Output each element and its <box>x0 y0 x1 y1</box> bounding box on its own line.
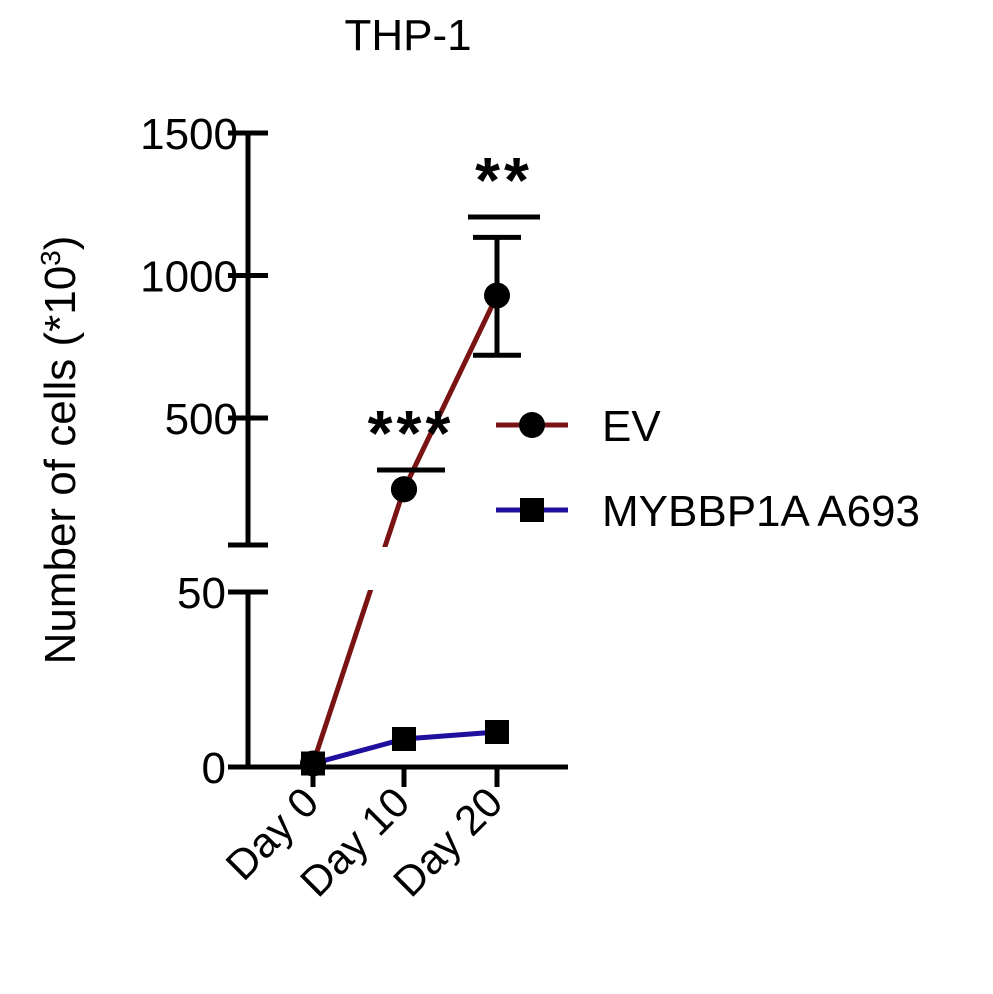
legend-marker <box>519 412 545 438</box>
y-tick-label: 0 <box>202 744 226 793</box>
legend-label: MYBBP1A A693 <box>602 487 920 536</box>
legend-entry: EV <box>496 402 661 451</box>
significance-label: *** <box>368 397 455 469</box>
series-line <box>310 294 500 765</box>
series-group <box>300 234 521 777</box>
annotation-layer: ***** <box>368 144 540 473</box>
data-point <box>300 750 326 777</box>
legend: EV MYBBP1A A693 <box>496 402 920 536</box>
legend-entry: MYBBP1A A693 <box>496 487 920 536</box>
legend-label: EV <box>602 402 661 451</box>
y-axis-label-superscript: 3 <box>35 250 66 266</box>
significance-label: ** <box>475 144 533 216</box>
y-tick-label: 1000 <box>140 253 238 302</box>
series-layer <box>300 234 521 777</box>
y-tick-label: 50 <box>177 569 226 618</box>
data-point <box>392 727 416 751</box>
axis-break-gap <box>308 547 508 590</box>
y-axis-label-close: ) <box>36 236 85 251</box>
data-point <box>485 720 509 744</box>
chart-title: THP-1 <box>344 11 471 60</box>
legend-marker <box>520 498 544 522</box>
data-point <box>484 282 510 309</box>
y-axis-label-main: Number of cells (*10 <box>36 266 85 665</box>
data-point <box>391 476 417 503</box>
y-tick-label: 500 <box>165 395 238 444</box>
y-tick-label: 1500 <box>140 110 238 159</box>
y-axis-label: Number of cells (*103) <box>35 236 86 665</box>
